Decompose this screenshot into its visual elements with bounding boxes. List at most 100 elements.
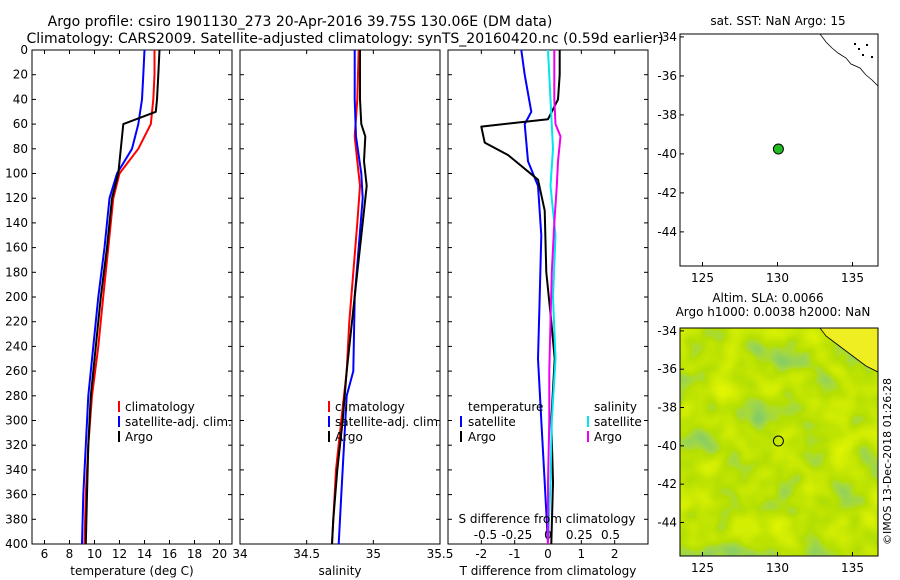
- temperature-x-tick-label: 10: [87, 547, 102, 561]
- temperature-x-tick-label: 6: [41, 547, 49, 561]
- depth-tick-label: 40: [13, 92, 28, 106]
- depth-tick-label: 0: [20, 43, 28, 57]
- salinity-x-tick-label: 34.5: [293, 547, 320, 561]
- sla-map-title1: Altim. SLA: 0.0066: [712, 291, 823, 305]
- sst-argo-marker: [772, 143, 784, 155]
- map-lon-tick-label: 125: [691, 561, 714, 575]
- map-lon-tick-label: 130: [766, 561, 789, 575]
- depth-tick-label: 380: [5, 512, 28, 526]
- legend-label-t-satellite: satellite: [468, 415, 516, 429]
- map-lat-tick-label: -44: [657, 515, 677, 529]
- map-lon-tick-label: 135: [841, 271, 864, 285]
- depth-tick-label: 220: [5, 315, 28, 329]
- map-lat-tick-label: -40: [657, 147, 677, 161]
- legend-label-satellite: satellite-adj. clim.: [335, 415, 442, 429]
- series-s-satellite: [547, 50, 557, 544]
- depth-tick-label: 180: [5, 265, 28, 279]
- legend-title-salinity: salinity: [594, 400, 637, 414]
- sla-map-title2: Argo h1000: 0.0038 h2000: NaN: [676, 305, 871, 319]
- salinity-panel-frame: [239, 49, 441, 545]
- sla-argo-marker: [772, 435, 784, 447]
- depth-tick-label: 280: [5, 389, 28, 403]
- difference-legend: temperature satellite Argo salinity sate…: [460, 400, 642, 444]
- depth-tick-label: 140: [5, 216, 28, 230]
- sst-map-coastline: [819, 33, 879, 87]
- map-lat-tick-label: -36: [657, 69, 677, 83]
- map-lat-tick-label: -42: [657, 186, 677, 200]
- salinity-x-tick-label: 35: [366, 547, 381, 561]
- temperature-x-axis: 6 8 10 12 14 16 18 20: [41, 50, 227, 561]
- map-lat-tick-label: -42: [657, 477, 677, 491]
- difference-series: [480, 50, 562, 544]
- depth-tick-label: 360: [5, 488, 28, 502]
- salinity-x-axis: 34 34.5 35 35.5: [232, 50, 453, 561]
- legend-label-argo: Argo: [125, 430, 153, 444]
- difference-x-tick-label: -2: [475, 547, 487, 561]
- salinity-xlabel: salinity: [318, 564, 361, 578]
- salinity-difference-tick-label: 0.5: [601, 528, 620, 542]
- sst-map-islands: [854, 43, 873, 58]
- difference-x-tick-label: 0: [544, 547, 552, 561]
- series-climatology: [331, 50, 361, 544]
- temperature-x-tick-label: 8: [66, 547, 74, 561]
- legend-label-s-satellite: satellite: [594, 415, 642, 429]
- series-t-satellite: [520, 50, 549, 544]
- depth-tick-label: 320: [5, 438, 28, 452]
- temperature-x-tick-label: 20: [212, 547, 227, 561]
- difference-xlabel2: S difference from climatology: [459, 512, 636, 526]
- salinity-x-tick-label: 34: [232, 547, 247, 561]
- difference-x-axis: -2 -1 0 1 2: [475, 50, 618, 561]
- depth-tick-label: 100: [5, 167, 28, 181]
- series-satellite-adj-clim-: [81, 50, 146, 544]
- depth-tick-label: 260: [5, 364, 28, 378]
- depth-tick-label: 240: [5, 339, 28, 353]
- sla-map-land: [819, 328, 878, 373]
- series-argo: [84, 50, 161, 544]
- map-lon-tick-label: 135: [841, 561, 864, 575]
- depth-axis: 0 20 40 60 80 100 120 140 160 180 200 220 240 260 280 3…: [5, 43, 648, 551]
- series-s-argo: [547, 50, 562, 544]
- legend-label-satellite: satellite-adj. clim.: [125, 415, 232, 429]
- salinity-difference-tick-label: 0.25: [566, 528, 593, 542]
- legend-label-t-argo: Argo: [468, 430, 496, 444]
- legend-label-s-argo: Argo: [594, 430, 622, 444]
- map-lat-tick-label: -40: [657, 439, 677, 453]
- temperature-legend: climatology satellite-adj. clim. Argo: [118, 400, 232, 444]
- sst-map-ticks: 125 130 135 -34 -36 -38 -40 -42 -44: [657, 30, 864, 285]
- depth-tick-label: 160: [5, 241, 28, 255]
- temperature-x-tick-label: 16: [162, 547, 177, 561]
- map-lon-tick-label: 125: [691, 271, 714, 285]
- map-lat-tick-label: -34: [657, 30, 677, 44]
- series-climatology: [83, 50, 156, 544]
- temperature-xlabel: temperature (deg C): [70, 564, 193, 578]
- difference-xlabel: T difference from climatology: [459, 564, 637, 578]
- salinity-difference-tick-label: -0.25: [501, 528, 532, 542]
- depth-tick-label: 80: [13, 142, 28, 156]
- map-lat-tick-label: -38: [657, 401, 677, 415]
- depth-tick-label: 60: [13, 117, 28, 131]
- depth-tick-label: 400: [5, 537, 28, 551]
- difference-x-tick-label: -1: [509, 547, 521, 561]
- series-argo: [331, 50, 368, 544]
- salinity-legend: climatology satellite-adj. clim. Argo: [328, 400, 442, 444]
- sla-map-ticks: 125 130 135 -34 -36 -38 -40 -42 -44: [657, 324, 864, 575]
- difference-x-tick-label: 2: [611, 547, 619, 561]
- header-line1: Argo profile: csiro 1901130_273 20-Apr-2…: [48, 14, 553, 30]
- legend-label-climatology: climatology: [335, 400, 405, 414]
- map-lat-tick-label: -36: [657, 362, 677, 376]
- depth-tick-label: 20: [13, 68, 28, 82]
- depth-tick-label: 120: [5, 191, 28, 205]
- map-lat-tick-label: -34: [657, 324, 677, 338]
- sla-map-field: [680, 328, 878, 556]
- difference-x-tick-label: 1: [578, 547, 586, 561]
- depth-tick-label: 340: [5, 463, 28, 477]
- map-lat-tick-label: -44: [657, 225, 677, 239]
- legend-label-argo: Argo: [335, 430, 363, 444]
- depth-tick-label: 300: [5, 414, 28, 428]
- salinity-x-tick-label: 35.5: [427, 547, 454, 561]
- salinity-difference-tick-label: -0.5: [474, 528, 497, 542]
- temperature-series: [81, 50, 161, 544]
- legend-title-temperature: temperature: [468, 400, 543, 414]
- temperature-x-tick-label: 12: [112, 547, 127, 561]
